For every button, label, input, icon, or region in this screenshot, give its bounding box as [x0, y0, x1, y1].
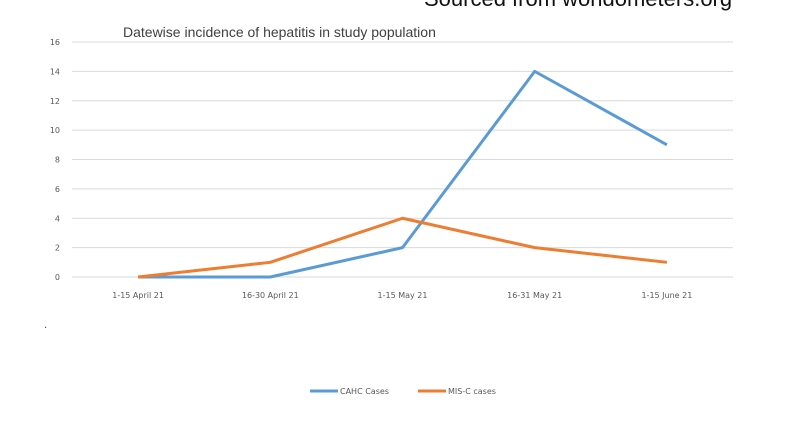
chart-title: Datewise incidence of hepatitis in study… — [123, 24, 436, 40]
x-tick-label: 1-15 April 21 — [112, 291, 164, 300]
x-tick-label: 16-31 May 21 — [507, 291, 562, 300]
y-tick-label: 16 — [50, 38, 60, 47]
source-note: Sourced from worldometers.org — [424, 0, 732, 12]
x-tick-label: 1-15 June 21 — [641, 291, 692, 300]
y-tick-label: 4 — [55, 214, 60, 223]
y-tick-label: 6 — [55, 185, 60, 194]
y-tick-label: 12 — [50, 97, 60, 106]
stray-mark: . — [44, 320, 48, 331]
legend-label: CAHC Cases — [340, 387, 389, 396]
y-tick-label: 2 — [55, 244, 60, 253]
y-tick-label: 0 — [55, 273, 60, 282]
x-tick-label: 16-30 April 21 — [242, 291, 299, 300]
y-tick-label: 14 — [50, 67, 60, 76]
legend-label: MIS-C cases — [448, 387, 496, 396]
series-line-cahc — [138, 69, 668, 279]
y-tick-label: 8 — [55, 156, 60, 165]
x-tick-label: 1-15 May 21 — [378, 291, 428, 300]
y-tick-label: 10 — [50, 126, 60, 135]
